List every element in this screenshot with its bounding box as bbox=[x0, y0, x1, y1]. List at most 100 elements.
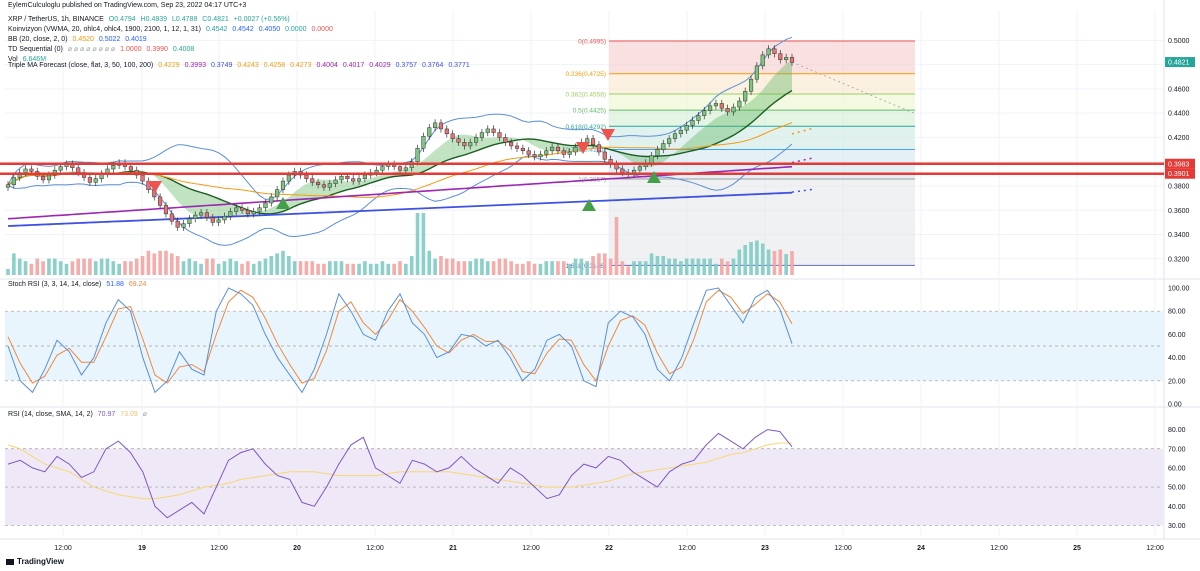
koinvizyon-value: 0.4542 bbox=[232, 26, 254, 33]
volume-bar bbox=[58, 261, 63, 275]
fib-zone bbox=[609, 73, 915, 94]
volume-bar bbox=[257, 261, 262, 275]
bb-value: 0.4520 bbox=[72, 36, 94, 43]
price-tick-label: 0.3400 bbox=[1168, 232, 1190, 239]
volume-bar bbox=[456, 261, 461, 275]
candle-body bbox=[415, 148, 420, 162]
volume-bar bbox=[433, 258, 437, 275]
price-tick-label: 0.4600 bbox=[1168, 86, 1190, 93]
candle-body bbox=[544, 150, 549, 155]
volume-bar bbox=[749, 242, 753, 275]
volume-bar bbox=[357, 263, 361, 275]
candle-body bbox=[58, 166, 63, 171]
candle-body bbox=[532, 154, 537, 158]
candle-body bbox=[520, 148, 525, 152]
fib-level-label: 0.382(0.4558) bbox=[566, 91, 606, 98]
signal-markers bbox=[148, 129, 661, 211]
bb-value: 0.5022 bbox=[98, 36, 121, 43]
candle-body bbox=[11, 177, 16, 186]
symbol-legend[interactable]: XRP / TetherUS, 1h, BINANCE O0.4794 H0.4… bbox=[8, 15, 293, 25]
td-value: 0.3990 bbox=[146, 46, 168, 53]
horizontal-levels[interactable] bbox=[0, 162, 1164, 175]
volume-bar bbox=[719, 258, 724, 275]
candle-body bbox=[421, 135, 426, 149]
sell-signal-icon bbox=[601, 129, 615, 141]
candle-body bbox=[555, 146, 561, 152]
x-tick-label: 12:00 bbox=[834, 545, 852, 552]
candle-body bbox=[356, 178, 362, 182]
volume-bar bbox=[99, 258, 104, 275]
candle-body bbox=[661, 143, 666, 150]
vol-label: Vol bbox=[8, 56, 18, 63]
candle-body bbox=[280, 180, 286, 190]
stoch-rsi-pane[interactable] bbox=[5, 287, 1163, 394]
volume-bar bbox=[538, 263, 543, 275]
candle-body bbox=[561, 150, 566, 155]
volume-bar bbox=[521, 263, 525, 275]
volume-bar bbox=[175, 256, 180, 275]
td-legend[interactable]: TD Sequential (0) ⌀ ⌀ ⌀ ⌀ ⌀ ⌀ ⌀ ⌀ 1.0000… bbox=[8, 45, 197, 55]
x-tick-label: 12:00 bbox=[678, 545, 696, 552]
volume-bar bbox=[556, 261, 560, 275]
td-label: TD Sequential (0) bbox=[8, 46, 63, 53]
tradingview-logo[interactable]: TradingView bbox=[6, 557, 64, 566]
koinvizyon-legend[interactable]: Koinvizyon (VWMA, 20, ohlc4, ohlc4, 1900… bbox=[8, 25, 336, 35]
td-value: 0.4008 bbox=[172, 46, 195, 53]
candle-body bbox=[128, 166, 133, 171]
volume-bar bbox=[170, 253, 174, 275]
sell-signal-icon bbox=[148, 181, 162, 193]
rsi-tick-label: 40.00 bbox=[1168, 504, 1186, 511]
candle-body bbox=[485, 128, 490, 133]
price-tick-label: 0.3800 bbox=[1168, 183, 1190, 190]
volume-bar bbox=[755, 240, 759, 275]
volume-bar bbox=[140, 256, 145, 275]
volume-bar bbox=[380, 261, 385, 275]
volume-bar bbox=[205, 258, 209, 275]
trend-projection bbox=[791, 61, 915, 114]
candle-body bbox=[345, 176, 350, 179]
price-tick-label: 0.4200 bbox=[1168, 135, 1190, 142]
stoch-legend[interactable]: Stoch RSI (3, 3, 14, 14, close) 51.88 69… bbox=[8, 280, 149, 290]
rsi-pane[interactable] bbox=[5, 429, 1163, 526]
volume-bar bbox=[199, 263, 203, 275]
volume-bar bbox=[292, 261, 297, 275]
candle-body bbox=[672, 133, 678, 139]
stoch-tick-label: 0.00 bbox=[1168, 402, 1182, 409]
volume-bar bbox=[702, 258, 707, 275]
candle-body bbox=[509, 142, 514, 147]
bb-legend[interactable]: BB (20, close, 2, 0) 0.4520 0.5022 0.401… bbox=[8, 35, 150, 45]
publish-info: EylemCulculoglu published on TradingView… bbox=[8, 1, 249, 11]
volume-bar bbox=[322, 263, 326, 275]
volume-bar bbox=[398, 261, 402, 275]
bb-lower-band bbox=[7, 143, 793, 246]
volume-bar bbox=[47, 258, 51, 275]
candle-body bbox=[29, 168, 34, 172]
candle-body bbox=[403, 167, 408, 171]
candle-body bbox=[737, 100, 742, 108]
price-badge-label: 0.4821 bbox=[1168, 60, 1190, 67]
candle-body bbox=[444, 128, 449, 135]
td-value: 1.0000 bbox=[120, 46, 142, 53]
volume-bar bbox=[421, 213, 426, 275]
volume-bar bbox=[562, 261, 566, 275]
candle-body bbox=[526, 150, 531, 155]
volume-bar bbox=[638, 261, 642, 275]
tma-legend[interactable]: Triple MA Forecast (close, flat, 3, 50, … bbox=[8, 61, 473, 71]
candle-body bbox=[169, 213, 174, 222]
candle-body bbox=[5, 184, 11, 188]
fib-zone bbox=[609, 126, 915, 150]
candle-body bbox=[210, 217, 215, 223]
volume-bar bbox=[468, 261, 473, 275]
candle-body bbox=[491, 128, 496, 133]
candle-body bbox=[596, 144, 601, 153]
volume-bar bbox=[450, 258, 455, 275]
volume-bar bbox=[298, 261, 303, 275]
rsi-legend[interactable]: RSI (14, close, SMA, 14, 2) 70.97 73.09 … bbox=[8, 410, 150, 420]
volume-bar bbox=[784, 254, 788, 275]
candle-body bbox=[251, 211, 256, 215]
candle-body bbox=[339, 176, 344, 181]
volume-bar bbox=[597, 253, 601, 275]
publish-text: EylemCulculoglu published on TradingView… bbox=[8, 2, 247, 9]
vol-legend[interactable]: Vol 6.646M bbox=[8, 55, 49, 65]
